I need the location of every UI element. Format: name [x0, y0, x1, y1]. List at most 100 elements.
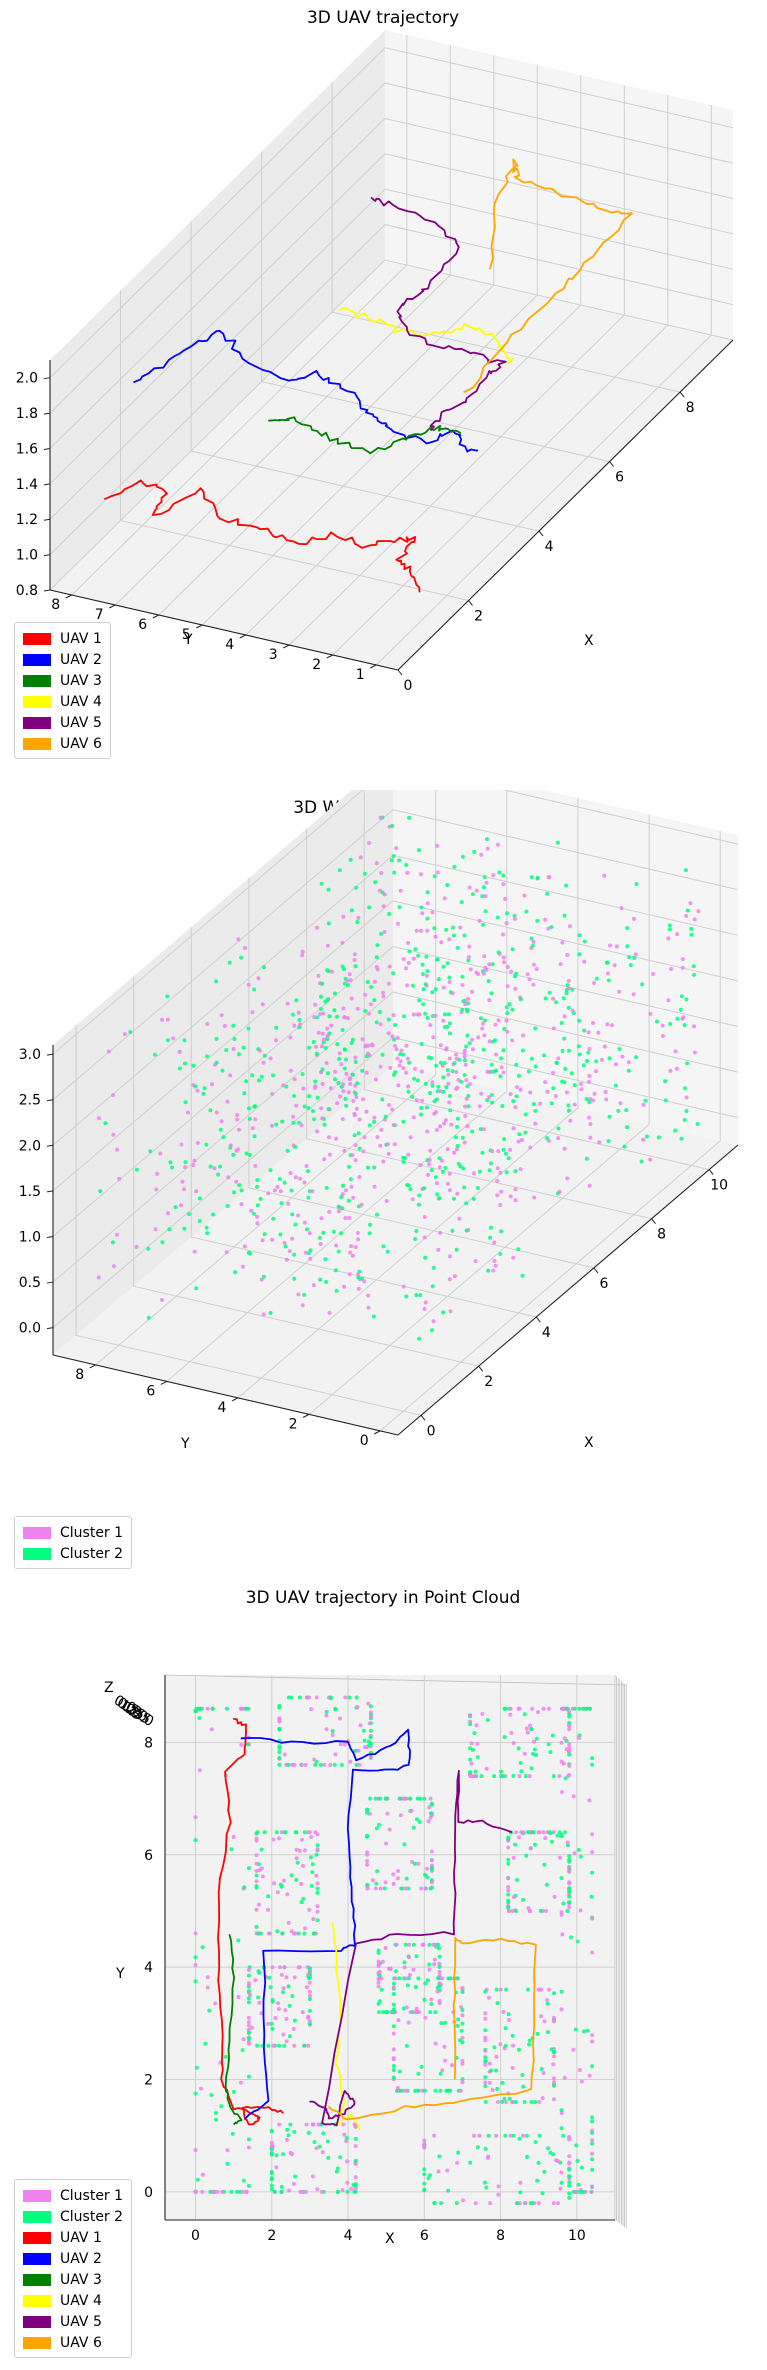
cloud-point: [235, 1117, 240, 1122]
cloud-point: [513, 1198, 518, 1203]
cloud-point: [318, 1012, 322, 1017]
cloud-point: [393, 1070, 398, 1075]
cloud-point: [319, 881, 324, 886]
cloud-point: [407, 1942, 412, 1947]
cloud-point: [465, 1124, 470, 1129]
cloud-point: [567, 2167, 572, 2172]
cloud-point: [165, 1038, 170, 1043]
cloud-point: [294, 1877, 299, 1882]
cloud-point: [274, 2153, 279, 2158]
cloud-point: [291, 2181, 296, 2186]
cloud-point: [632, 916, 636, 921]
cloud-point: [354, 1695, 359, 1700]
cloud-point: [551, 1026, 556, 1031]
cloud-point: [515, 1878, 519, 1882]
cloud-point: [353, 2144, 358, 2149]
cloud-point: [353, 2161, 358, 2166]
cloud-point: [506, 1909, 511, 1913]
cloud-point: [219, 1013, 224, 1018]
legend-entry: UAV 2: [23, 649, 102, 670]
cloud-point: [317, 2144, 322, 2149]
cloud-point: [277, 1762, 282, 1767]
cloud-point: [477, 1169, 482, 1174]
cloud-point: [218, 1164, 223, 1169]
cloud-point: [394, 1047, 399, 1052]
cloud-point: [590, 2131, 595, 2135]
cloud-point: [293, 1222, 298, 1227]
cloud-point: [519, 1830, 524, 1835]
cloud-point: [313, 1762, 318, 1767]
y-tick: [152, 614, 159, 619]
cloud-point: [435, 843, 439, 848]
cloud-point: [428, 2010, 433, 2015]
cloud-point: [544, 1909, 548, 1913]
cloud-point: [416, 1202, 421, 1207]
cloud-point: [259, 2011, 264, 2016]
cloud-point: [341, 2122, 346, 2127]
cloud-point: [334, 1136, 339, 1141]
cloud-point: [283, 2008, 288, 2013]
cloud-point: [448, 1254, 452, 1259]
legend-label: UAV 4: [60, 693, 102, 710]
cloud-point: [386, 1031, 391, 1036]
cloud-point: [517, 1835, 522, 1840]
cloud-point: [490, 1149, 495, 1154]
y-tick: [370, 664, 377, 669]
cloud-point: [214, 1110, 219, 1115]
cloud-point: [259, 1847, 264, 1852]
cloud-point: [502, 1735, 507, 1740]
cloud-point: [339, 1062, 344, 1067]
cloud-point: [106, 1049, 111, 1054]
cloud-point: [193, 1838, 198, 1843]
cloud-point: [340, 1028, 345, 1032]
cloud-point: [233, 1270, 237, 1275]
cloud-point: [216, 1172, 221, 1177]
cloud-point: [483, 2062, 488, 2067]
legend-label: UAV 3: [60, 672, 102, 689]
cloud-point: [465, 1009, 470, 1014]
cloud-point: [103, 1121, 108, 1126]
cloud-point: [248, 1251, 253, 1256]
cloud-point: [314, 1695, 319, 1700]
cloud-point: [559, 2126, 564, 2131]
cloud-point: [366, 1011, 371, 1016]
cloud-point: [327, 1310, 332, 1315]
cloud-point: [483, 894, 488, 899]
cloud-point: [571, 2047, 576, 2052]
cloud-point: [427, 2173, 432, 2178]
cloud-point: [667, 927, 672, 932]
z-tick-label: 1.5: [19, 1184, 41, 1200]
cloud-point: [401, 1160, 406, 1164]
cloud-point: [585, 1059, 589, 1063]
z-tick: [46, 1144, 54, 1147]
cloud-point: [257, 1048, 262, 1053]
cloud-point: [303, 1762, 308, 1767]
legend-swatch: [23, 1526, 51, 1539]
cloud-point: [358, 1723, 363, 1728]
cloud-point: [506, 1857, 511, 1862]
cloud-point: [527, 1909, 532, 1913]
cloud-point: [275, 1185, 280, 1189]
cloud-point: [364, 1070, 369, 1075]
cloud-point: [429, 1802, 434, 1807]
cloud-point: [473, 1259, 478, 1264]
cloud-point: [530, 1706, 535, 1711]
cloud-point: [295, 1860, 300, 1865]
cloud-point: [153, 1227, 158, 1232]
cloud-point: [286, 1201, 291, 1206]
cloud-point: [470, 1747, 475, 1752]
cloud-point: [349, 2187, 354, 2191]
cloud-point: [348, 1076, 353, 1081]
cloud-point: [344, 2136, 349, 2140]
cloud-point: [551, 996, 555, 1001]
cloud-point: [587, 1079, 591, 1084]
cloud-point: [480, 1711, 485, 1716]
cloud-point: [111, 1132, 116, 1137]
cloud-point: [356, 915, 361, 920]
cloud-point: [550, 1839, 554, 1844]
cloud-point: [430, 990, 435, 995]
y-tick-label: 8: [144, 1735, 153, 1751]
cloud-point: [680, 957, 685, 962]
cloud-point: [246, 2137, 251, 2142]
